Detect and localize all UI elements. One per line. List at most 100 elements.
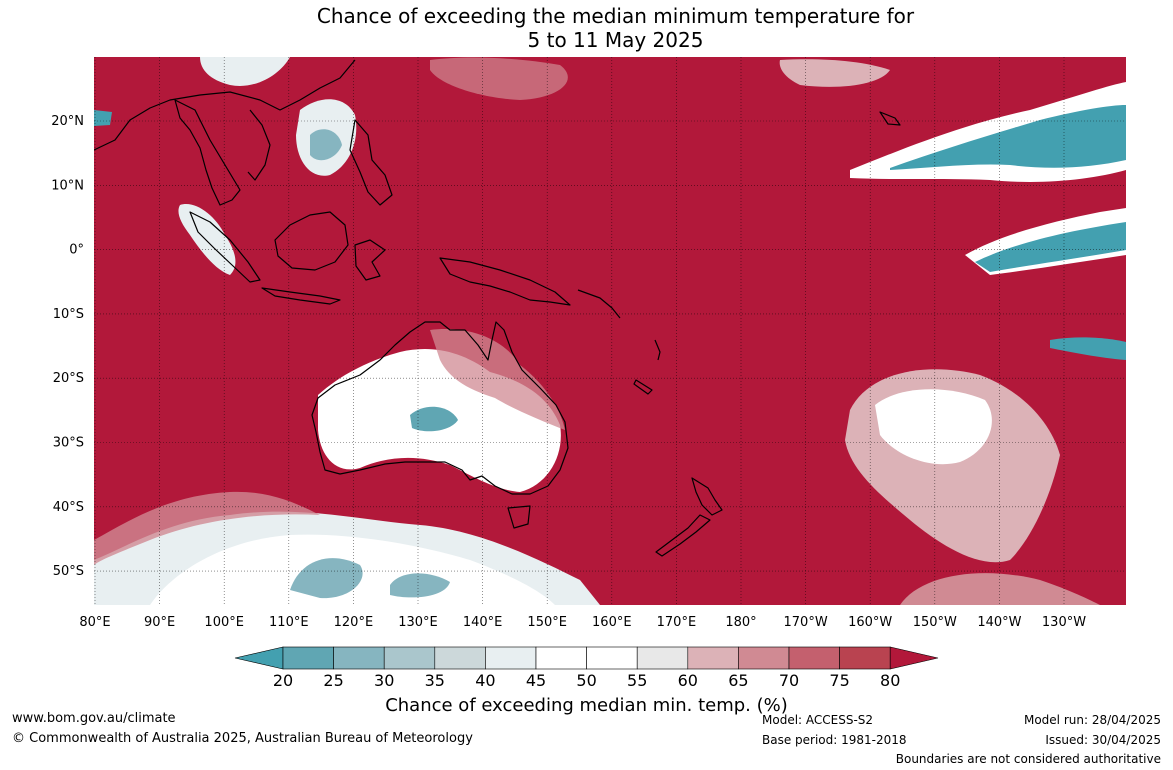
coastlines (94, 59, 901, 557)
longitude-label: 140°W (977, 615, 1021, 630)
longitude-label: 170°W (784, 615, 828, 630)
longitude-labels: 80°E 90°E 100°E 110°E 120°E 130°E 140°E 150°E 16… (79, 615, 1086, 630)
colorbar-tick-label: 45 (526, 671, 546, 690)
new-zealand-north (691, 477, 723, 516)
colorbar-bin (788, 646, 840, 670)
tasmania-coastline (507, 505, 531, 529)
vietnam-coastline (247, 109, 271, 181)
sumatra-coastline (189, 211, 261, 283)
new-guinea-coastline (439, 257, 571, 306)
equatorial-band-teal (975, 222, 1126, 272)
colorbar-bin (738, 646, 790, 670)
colorbar-tick-label: 55 (627, 671, 647, 690)
colorbar-tick-label: 60 (678, 671, 698, 690)
base-period: Base period: 1981-2018 (762, 733, 907, 747)
longitude-label: 140°E (463, 615, 503, 630)
indochina-coastline (174, 99, 241, 206)
southern-ocean-teal-blob-1 (290, 558, 363, 599)
colorbar-bin (586, 646, 638, 670)
latitude-label: 10°S (53, 307, 84, 322)
northwest-teal-patch (94, 110, 112, 126)
latitude-label: 30°S (53, 436, 84, 451)
longitude-label: 150°W (913, 615, 957, 630)
colorbar-bin (839, 646, 891, 670)
longitude-label: 130°E (398, 615, 438, 630)
colorbar-bin (687, 646, 739, 670)
colorbar-tick-label: 65 (728, 671, 748, 690)
se-asia-teal-patch (310, 129, 342, 161)
north-pink-patch (430, 57, 568, 100)
map-plot-area (94, 57, 1126, 605)
colorbar-bin (282, 646, 334, 670)
title-line-2: 5 to 11 May 2025 (527, 28, 704, 52)
longitude-label: 170°E (657, 615, 697, 630)
colorbar-tick-label: 20 (273, 671, 293, 690)
sumatra-pale-patch (178, 204, 236, 275)
southern-ocean-pink-edge (94, 491, 320, 565)
copyright-text: © Commonwealth of Australia 2025, Austra… (12, 731, 473, 746)
southern-ocean-teal-blob-2 (390, 573, 450, 598)
new-zealand-south (655, 514, 711, 557)
north-pale-patch (200, 57, 290, 86)
model-run-date: Model run: 28/04/2025 (1023, 713, 1161, 727)
colorbar-tick-label: 30 (374, 671, 394, 690)
asia-north-coastline (94, 59, 356, 151)
pacific-south-pink (900, 573, 1100, 605)
longitude-label: 160°E (592, 615, 632, 630)
colorbar-bin (485, 646, 537, 670)
latitude-label: 0° (69, 243, 84, 258)
colorbar-tick-label: 50 (576, 671, 596, 690)
longitude-label: 120°E (334, 615, 374, 630)
new-caledonia-coastline (633, 379, 653, 395)
colorbar-label: Chance of exceeding median min. temp. (%… (385, 695, 788, 716)
vanuatu-islands (654, 339, 661, 361)
latitude-label: 10°N (51, 178, 84, 193)
latitude-label: 20°S (53, 371, 84, 386)
colorbar-bin (434, 646, 486, 670)
longitude-label: 110°E (269, 615, 309, 630)
australia-pink-patches (430, 329, 565, 430)
hawaii-coastline (879, 111, 901, 126)
longitude-label: 130°W (1042, 615, 1086, 630)
australia-coastline (311, 321, 569, 495)
latitude-labels: 20°N 10°N 0° 10°S 20°S 30°S 40°S 50°S (51, 114, 84, 579)
colorbar-tick-label: 35 (425, 671, 445, 690)
colorbar-over-arrow (889, 646, 939, 670)
longitude-label: 100°E (204, 615, 244, 630)
solomon-islands (577, 289, 621, 319)
colorbar-tick-label: 25 (323, 671, 343, 690)
colorbar-tick-label: 70 (779, 671, 799, 690)
latitude-label: 40°S (53, 500, 84, 515)
longitude-label: 160°W (848, 615, 892, 630)
australia-teal-patch (410, 406, 458, 432)
colorbar-bin (383, 646, 436, 670)
east-pacific-teal-patch (1050, 337, 1126, 360)
colorbar-bin (333, 646, 385, 670)
pacific-white-core (875, 389, 992, 465)
colorbar: 20 25 30 35 40 45 50 55 60 65 70 75 80 (234, 646, 939, 690)
boundaries-disclaimer: Boundaries are not considered authoritat… (895, 752, 1161, 766)
borneo-coastline (274, 211, 349, 271)
website-link[interactable]: www.bom.gov.au/climate (12, 711, 176, 726)
longitude-label: 80°E (79, 615, 110, 630)
latitude-label: 20°N (51, 114, 84, 129)
colorbar-bin (535, 646, 587, 670)
northeast-pink-patch (779, 59, 890, 87)
map-title: Chance of exceeding the median minimum t… (0, 4, 1173, 52)
graticule (94, 57, 1126, 605)
java-coastline (261, 287, 341, 305)
philippines-coastline (349, 119, 393, 206)
issued-date: Issued: 30/04/2025 (1045, 733, 1161, 747)
title-line-1: Chance of exceeding the median minimum t… (316, 4, 915, 28)
longitude-label: 90°E (144, 615, 175, 630)
longitude-label: 180° (725, 615, 756, 630)
longitude-label: 150°E (527, 615, 567, 630)
sulawesi-coastline (354, 239, 386, 281)
colorbar-tick-label: 80 (880, 671, 900, 690)
latitude-label: 50°S (53, 564, 84, 579)
colorbar-bin (636, 646, 689, 670)
model-name: Model: ACCESS-S2 (762, 713, 874, 727)
colorbar-tick-label: 40 (475, 671, 495, 690)
colorbar-tick-label: 75 (829, 671, 849, 690)
